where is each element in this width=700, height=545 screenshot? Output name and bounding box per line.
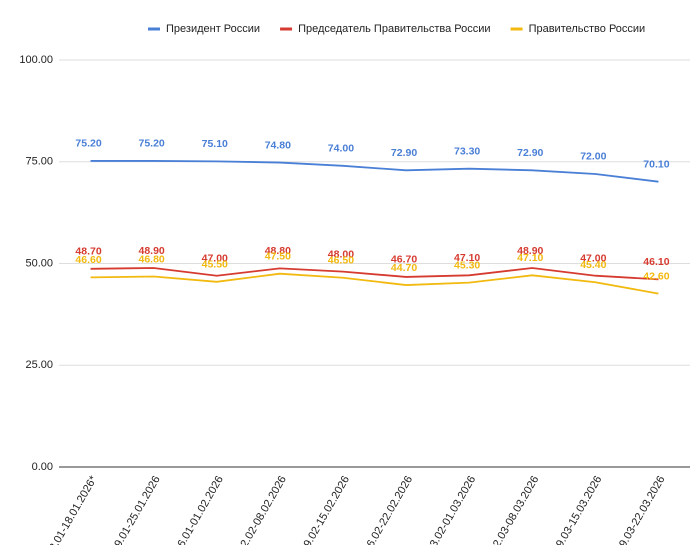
data-label: 72.90 — [517, 147, 543, 159]
data-label: 47.00 — [580, 252, 606, 264]
x-tick-label: 12.01-18.01.2026* — [44, 473, 100, 545]
x-tick-label: 23.02-01.03.2026 — [425, 474, 479, 545]
data-label: 70.10 — [643, 158, 669, 170]
data-label: 46.50 — [328, 255, 354, 267]
x-tick-label: 02.03-08.03.2026 — [488, 474, 542, 545]
data-label: 72.90 — [391, 147, 417, 159]
data-label: 46.10 — [643, 256, 669, 268]
data-label: 47.10 — [517, 252, 543, 264]
y-tick-label: 75.00 — [25, 156, 53, 168]
series-line — [90, 267, 659, 281]
data-label: 47.50 — [265, 250, 291, 262]
x-tick-label: 16.02-22.02.2026 — [362, 474, 416, 545]
data-label: 42.60 — [643, 270, 669, 282]
x-tick-label: 19.03-22.03.2026 — [614, 474, 668, 545]
series-line — [90, 160, 659, 183]
series-line — [90, 272, 659, 295]
data-label: 75.20 — [75, 138, 101, 150]
data-label: 48.80 — [265, 245, 291, 257]
data-label: 75.10 — [202, 138, 228, 150]
y-tick-label: 50.00 — [25, 257, 53, 269]
data-label: 46.60 — [75, 254, 101, 266]
data-label: 75.20 — [139, 138, 165, 150]
data-label: 74.80 — [265, 139, 291, 151]
data-label: 72.00 — [580, 151, 606, 163]
data-label: 46.80 — [139, 253, 165, 265]
x-tick-label: 09.02-15.02.2026 — [299, 474, 353, 545]
y-tick-label: 100.00 — [19, 54, 53, 66]
data-label: 73.30 — [454, 145, 480, 157]
x-tick-label: 02.02-08.02.2026 — [235, 474, 289, 545]
data-label: 48.70 — [75, 246, 101, 258]
data-label: 48.90 — [517, 245, 543, 257]
x-tick-label: 19.01-25.01.2026 — [109, 474, 163, 545]
x-tick-label: 26.01-01.02.2026 — [172, 474, 226, 545]
data-label: 45.50 — [202, 259, 228, 271]
data-label: 45.30 — [454, 259, 480, 271]
data-label: 44.70 — [391, 262, 417, 274]
data-label: 48.90 — [139, 245, 165, 257]
legend-label: Правительство России — [529, 23, 646, 35]
y-tick-label: 0.00 — [32, 461, 53, 473]
data-label: 47.10 — [454, 252, 480, 264]
data-label: 47.00 — [202, 252, 228, 264]
data-label: 45.40 — [580, 259, 606, 271]
data-label: 74.00 — [328, 143, 354, 155]
data-label: 46.70 — [391, 254, 417, 266]
data-label: 48.00 — [328, 248, 354, 260]
legend-label: Председатель Правительства России — [298, 23, 491, 35]
x-tick-label: 09.03-15.03.2026 — [551, 474, 605, 545]
y-tick-label: 25.00 — [25, 359, 53, 371]
legend-label: Президент России — [166, 23, 260, 35]
